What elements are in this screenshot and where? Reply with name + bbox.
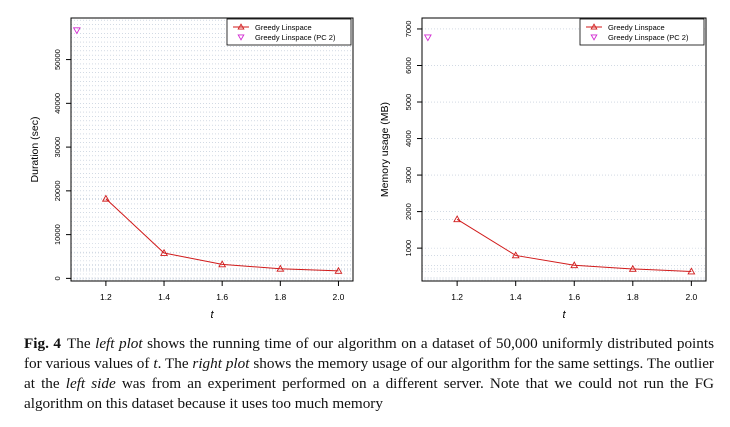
legend-marker: [590, 23, 598, 30]
x-axis-label: t: [210, 309, 214, 320]
legend-marker: [237, 34, 245, 41]
y-tick-label: 2000: [404, 203, 413, 220]
data-point: [218, 260, 227, 268]
legend-label: Greedy Linspace: [255, 23, 312, 32]
plot-frame: [70, 17, 354, 282]
legend-label: Greedy Linspace (PC 2): [608, 33, 689, 42]
x-tick-label: 1.2: [100, 292, 112, 302]
x-tick-label: 2.0: [333, 292, 345, 302]
x-tick-label: 1.4: [510, 292, 522, 302]
x-tick-label: 1.8: [274, 292, 286, 302]
y-axis-label: Duration (sec): [29, 117, 41, 183]
x-tick-label: 1.4: [158, 292, 170, 302]
x-tick-label: 1.6: [216, 292, 228, 302]
right-plot-memory: 1.2 1.4 1.6 1.8 2.0 1000 2000 3000 4000 5000 6000 7…: [379, 17, 707, 320]
y-tick-label: 5000: [404, 94, 413, 111]
caption-run: shows the running time of our algorithm …: [24, 335, 714, 372]
legend-marker: [237, 23, 245, 30]
legend-label: Greedy Linspace: [608, 23, 665, 32]
figure: 1.2 1.4 1.6 1.8 2.0 0 10000 20000 30000 40000 5000…: [29, 17, 707, 320]
series-line: [456, 218, 692, 273]
x-axis-label: t: [562, 309, 566, 320]
data-point: [687, 267, 696, 275]
data-point: [334, 266, 343, 274]
data-point: [453, 215, 462, 223]
x-tick-label: 1.8: [627, 292, 639, 302]
data-point: [101, 194, 110, 202]
legend-label: Greedy Linspace (PC 2): [255, 33, 336, 42]
y-tick-label: 7000: [404, 21, 413, 38]
caption-run: right plot: [192, 355, 250, 372]
y-tick-label: 20000: [53, 180, 62, 201]
data-point: [511, 251, 520, 259]
plot-frame: [421, 17, 707, 282]
data-point: [72, 27, 81, 35]
caption-run: shows the memory usage of our algorithm …: [24, 355, 714, 392]
caption-text: The left plot shows the running time of …: [24, 335, 714, 412]
y-tick-label: 0: [53, 276, 62, 280]
data-point: [276, 264, 285, 272]
caption-run: left side: [65, 375, 116, 392]
caption-label: Fig. 4: [24, 335, 61, 352]
data-point: [570, 261, 579, 269]
caption-run: . The: [157, 355, 193, 372]
series-line: [105, 198, 339, 272]
legend-box: [579, 18, 705, 46]
x-tick-label: 2.0: [685, 292, 697, 302]
legend-marker: [590, 34, 598, 41]
figure-caption: Fig. 4 The left plot shows the running ti…: [24, 334, 714, 414]
legend-box: [226, 18, 352, 46]
caption-run: left plot: [95, 335, 143, 352]
data-point: [423, 34, 432, 42]
data-point: [628, 264, 637, 272]
x-tick-label: 1.2: [451, 292, 463, 302]
caption-run: The: [66, 335, 96, 352]
caption-run: t: [153, 355, 158, 372]
y-axis-label: Memory usage (MB): [379, 102, 391, 197]
y-tick-label: 30000: [53, 137, 62, 158]
y-tick-label: 40000: [53, 93, 62, 114]
y-tick-label: 10000: [53, 224, 62, 245]
x-tick-label: 1.6: [568, 292, 580, 302]
y-tick-label: 6000: [404, 57, 413, 74]
y-tick-label: 3000: [404, 167, 413, 184]
caption-run: was from an experiment performed on a di…: [24, 375, 715, 412]
y-tick-label: 4000: [404, 130, 413, 147]
left-plot-duration: 1.2 1.4 1.6 1.8 2.0 0 10000 20000 30000 40000 5000…: [29, 17, 354, 320]
data-point: [160, 248, 169, 256]
y-tick-label: 1000: [404, 240, 413, 257]
y-tick-label: 50000: [53, 49, 62, 70]
